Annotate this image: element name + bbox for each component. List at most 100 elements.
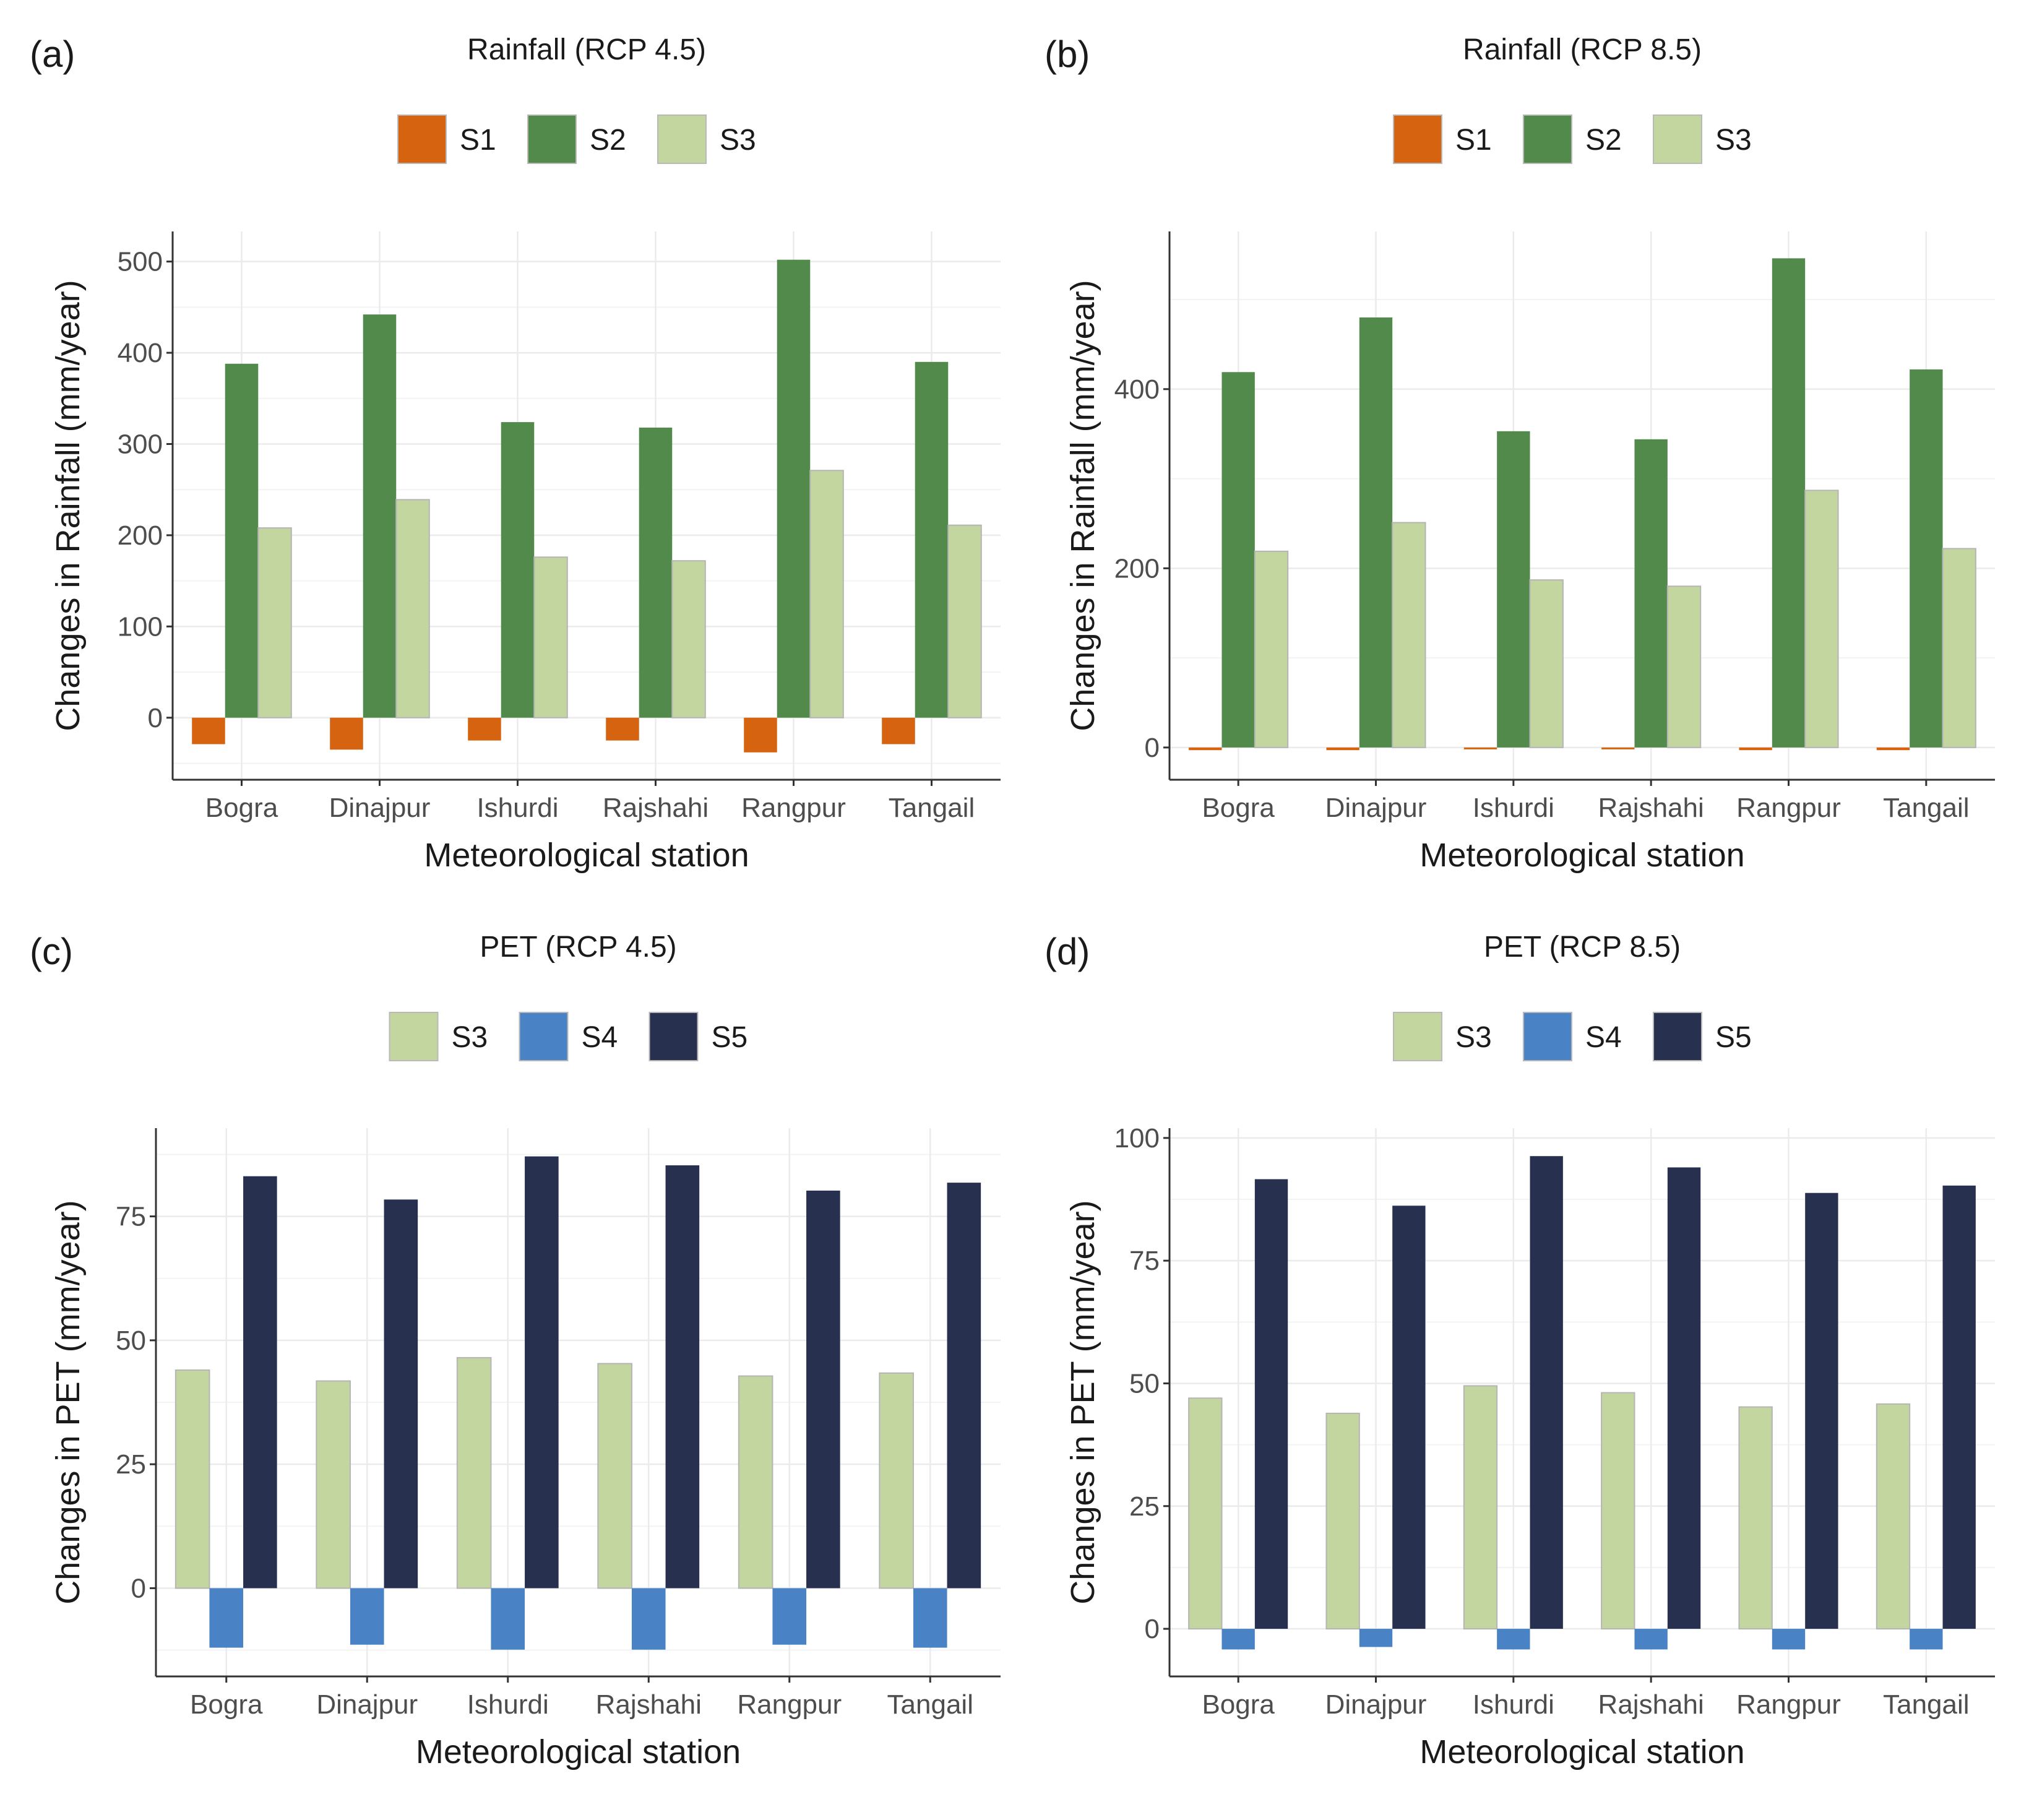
bar-S4-Dinajpur [1359,1629,1393,1647]
panel-a: (a) Rainfall (RCP 4.5) S1 S2 S3 0 100 200 300 400… [30,33,1001,874]
bar-S3-Rangpur [809,470,844,718]
x-tick-label: Rajshahi [1598,793,1704,823]
legend-key-S1 [1393,114,1442,164]
x-axis-title: Meteorological station [1419,837,1744,874]
x-tick-label: Tangail [889,793,975,823]
bar-S4-Rajshahi [631,1588,666,1650]
panel-label: (d) [1045,931,1090,972]
legend-key-S5 [1653,1012,1702,1061]
x-tick-label: Rangpur [1736,1689,1841,1720]
x-tick-label: Bogra [190,1689,263,1720]
bar-S5-Rangpur [806,1190,840,1589]
bar-S5-Rajshahi [665,1165,700,1589]
bar-S3-Ishurdi [456,1356,492,1589]
bar-S3-Ishurdi [1529,579,1564,748]
bar-S3-Rajshahi [671,560,706,718]
bar-S4-Bogra [209,1588,244,1648]
bar-S4-Tangail [913,1588,947,1648]
legend-label-S5: S5 [712,1021,748,1054]
bar-S1-Dinajpur [330,717,363,750]
bar-S3-Rajshahi [1666,585,1702,748]
bar-S3-Tangail [879,1372,914,1589]
bar-S3-Bogra [1188,1397,1223,1630]
x-tick-label: Tangail [1883,1689,1969,1720]
bar-S3-Ishurdi [1463,1385,1498,1630]
bar-S4-Rangpur [1772,1629,1806,1650]
x-tick-label: Rajshahi [1598,1689,1704,1720]
bar-S3-Dinajpur [1392,522,1426,748]
bar-S3-Tangail [1942,548,1976,748]
legend-label-S2: S2 [1585,124,1622,157]
bar-S2-Rangpur [1772,258,1806,748]
bar-S4-Bogra [1221,1629,1255,1650]
bar-S1-Rajshahi [1601,747,1635,749]
bar-S3-Tangail [947,524,982,718]
bar-S4-Tangail [1910,1629,1943,1650]
y-tick-label: 500 [118,247,163,277]
x-tick-label: Ishurdi [467,1689,549,1720]
bar-S3-Rangpur [738,1375,773,1589]
legend-key-S4 [1523,1012,1572,1061]
bar-S5-Tangail [1942,1185,1976,1629]
bar-S2-Tangail [1910,369,1943,748]
y-tick-label: 200 [118,520,163,551]
y-tick-label: 0 [1145,733,1160,763]
bar-S1-Rajshahi [606,717,639,741]
chart-title: PET (RCP 4.5) [480,931,676,964]
bar-S3-Tangail [1876,1403,1911,1630]
bar-S4-Ishurdi [1497,1629,1530,1650]
panel-label: (c) [30,931,73,972]
bar-S4-Rangpur [772,1588,807,1645]
x-tick-label: Bogra [1202,1689,1275,1720]
y-tick-label: 100 [1114,1123,1160,1154]
bar-S5-Rajshahi [1667,1167,1701,1629]
x-axis-title: Meteorological station [424,837,749,874]
x-tick-label: Rangpur [737,1689,842,1720]
y-tick-label: 0 [1145,1614,1160,1644]
panel-d: (d) PET (RCP 8.5) S3 S4 S5 0 25 50 75 100 Bogra Din… [1045,931,1995,1770]
bar-S3-Dinajpur [316,1380,351,1589]
y-axis-title: Changes in PET (mm/year) [50,1200,87,1604]
bar-S2-Dinajpur [363,314,397,718]
legend-key-S5 [648,1012,699,1061]
bar-S2-Bogra [1221,372,1255,748]
bar-S2-Ishurdi [501,422,535,718]
bar-S5-Dinajpur [1392,1205,1426,1629]
bar-S1-Rangpur [744,717,777,753]
x-axis-title: Meteorological station [1419,1733,1744,1770]
bar-S3-Rajshahi [1601,1392,1635,1630]
bar-S2-Bogra [225,363,259,718]
bar-S2-Dinajpur [1359,317,1393,748]
legend-label-S1: S1 [460,124,496,157]
bar-S3-Bogra [174,1369,210,1589]
bar-S2-Ishurdi [1497,431,1530,748]
bar-S3-Dinajpur [395,499,430,718]
bar-S5-Bogra [1254,1179,1288,1629]
x-tick-label: Ishurdi [476,793,558,823]
y-tick-label: 25 [1129,1491,1160,1522]
y-tick-label: 25 [116,1449,146,1480]
y-tick-label: 300 [118,429,163,459]
bar-S5-Tangail [947,1183,981,1589]
legend-label-S4: S4 [1585,1021,1622,1054]
legend-key-S3 [657,114,707,164]
legend-key-S1 [397,114,447,164]
x-tick-label: Rangpur [741,793,846,823]
legend-label-S3: S3 [720,124,756,157]
x-tick-label: Dinajpur [329,793,431,823]
bar-S3-Ishurdi [533,556,568,718]
panel-b: (b) Rainfall (RCP 8.5) S1 S2 S3 0 200 400 Bogra D… [1045,33,1995,874]
bar-S3-Dinajpur [1325,1412,1360,1630]
y-tick-label: 75 [116,1202,146,1232]
legend-label-S1: S1 [1455,124,1492,157]
bar-S3-Rajshahi [597,1363,632,1589]
y-tick-label: 50 [1129,1368,1160,1399]
y-tick-label: 100 [118,611,163,642]
bar-S5-Ishurdi [1530,1156,1563,1629]
bar-S1-Rangpur [1739,747,1772,751]
chart-title: PET (RCP 8.5) [1484,931,1681,964]
legend-label-S3: S3 [1455,1021,1492,1054]
y-tick-label: 0 [131,1573,146,1603]
bar-S3-Bogra [257,527,292,718]
